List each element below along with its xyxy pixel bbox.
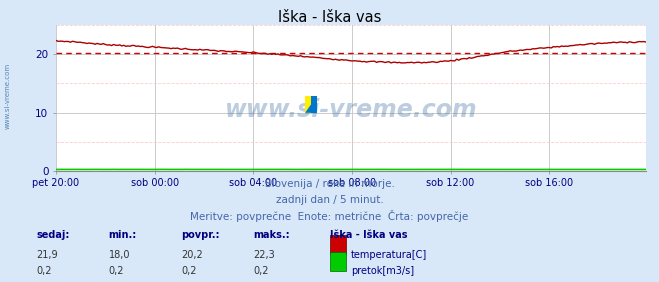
Text: 22,3: 22,3: [254, 250, 275, 259]
Text: Meritve: povprečne  Enote: metrične  Črta: povprečje: Meritve: povprečne Enote: metrične Črta:…: [190, 210, 469, 222]
Text: 0,2: 0,2: [109, 266, 125, 276]
Text: zadnji dan / 5 minut.: zadnji dan / 5 minut.: [275, 195, 384, 204]
Text: Iška - Iška vas: Iška - Iška vas: [330, 230, 407, 240]
Text: min.:: min.:: [109, 230, 137, 240]
Text: pretok[m3/s]: pretok[m3/s]: [351, 266, 415, 276]
Text: 21,9: 21,9: [36, 250, 58, 259]
Text: www.si-vreme.com: www.si-vreme.com: [5, 63, 11, 129]
Text: 18,0: 18,0: [109, 250, 130, 259]
Text: maks.:: maks.:: [254, 230, 291, 240]
Text: Slovenija / reke in morje.: Slovenija / reke in morje.: [264, 179, 395, 189]
Text: 0,2: 0,2: [254, 266, 270, 276]
Text: 0,2: 0,2: [36, 266, 52, 276]
Bar: [305, 96, 311, 113]
Text: 0,2: 0,2: [181, 266, 197, 276]
Polygon shape: [305, 96, 317, 113]
Text: Iška - Iška vas: Iška - Iška vas: [278, 10, 381, 25]
Text: sedaj:: sedaj:: [36, 230, 70, 240]
Text: povpr.:: povpr.:: [181, 230, 219, 240]
Text: 20,2: 20,2: [181, 250, 203, 259]
Text: www.si-vreme.com: www.si-vreme.com: [225, 98, 477, 122]
Text: temperatura[C]: temperatura[C]: [351, 250, 428, 259]
Bar: [311, 96, 317, 113]
